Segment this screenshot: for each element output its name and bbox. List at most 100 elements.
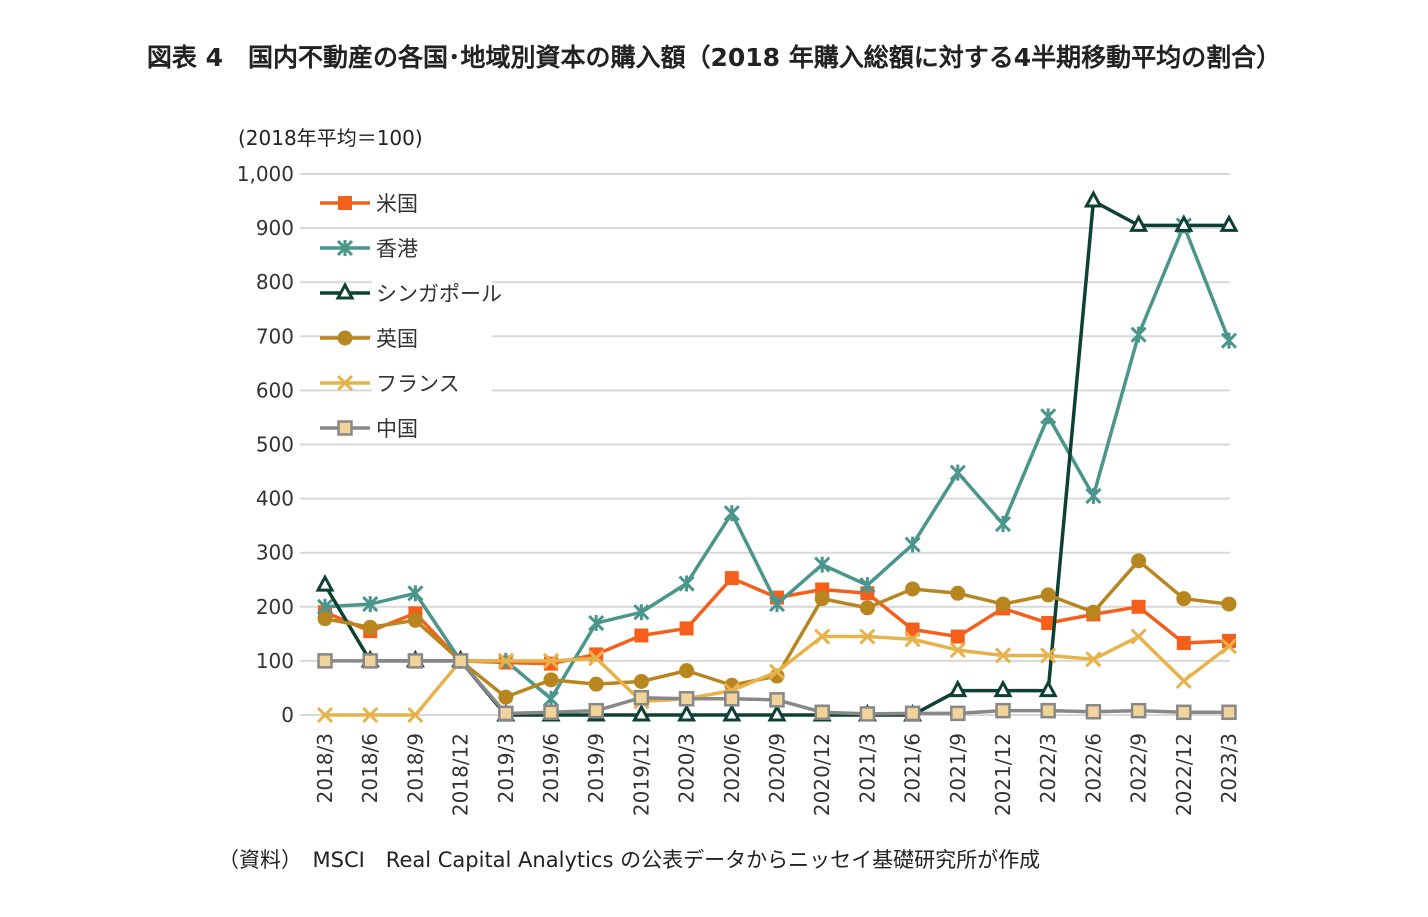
data-point [1038, 679, 1058, 698]
data-point [994, 647, 1012, 664]
legend-label: 中国 [376, 417, 418, 441]
data-point [336, 374, 354, 392]
data-point [1175, 672, 1192, 689]
data-point [949, 464, 966, 481]
data-point [1219, 214, 1239, 232]
data-point [337, 420, 353, 436]
data-point [633, 689, 650, 706]
y-tick-label: 600 [256, 378, 294, 402]
legend-item: 米国 [320, 189, 492, 217]
source-note: （資料） MSCI Real Capital Analytics の公表データか… [218, 848, 1041, 872]
x-tick-label: 2020/9 [765, 733, 789, 803]
data-point [950, 705, 966, 722]
x-tick-label: 2018/3 [313, 733, 337, 803]
data-point [498, 705, 514, 722]
data-point [1220, 638, 1238, 655]
data-point [497, 652, 514, 669]
data-point [814, 591, 830, 607]
y-tick-label: 900 [256, 216, 294, 240]
x-tick-label: 2019/3 [494, 733, 518, 803]
y-tick-label: 200 [256, 595, 294, 619]
data-point [995, 702, 1011, 719]
data-point [814, 704, 830, 721]
series-line [323, 199, 1229, 717]
data-point [338, 196, 352, 210]
data-point [859, 577, 876, 594]
data-point [677, 703, 697, 722]
data-point [859, 628, 876, 645]
data-point [315, 573, 335, 592]
data-point [362, 706, 379, 724]
x-tick-label: 2019/9 [584, 733, 608, 803]
data-point [1131, 553, 1147, 569]
data-point [1129, 214, 1149, 232]
data-point [994, 515, 1012, 533]
series-3 [317, 553, 1237, 705]
data-point [722, 703, 742, 722]
x-tick-label: 2022/3 [1036, 733, 1060, 803]
x-tick-label: 2020/6 [720, 733, 744, 803]
data-point [948, 679, 968, 698]
x-tick-label: 2019/6 [539, 733, 563, 803]
data-point [1083, 189, 1103, 208]
data-point [317, 611, 333, 627]
data-point [336, 239, 354, 257]
data-point [993, 679, 1013, 698]
data-point [337, 330, 353, 346]
data-point [1176, 591, 1192, 607]
data-point [1176, 636, 1191, 651]
y-tick-label: 700 [256, 324, 294, 348]
data-point [362, 596, 379, 613]
legend-label: フランス [376, 372, 460, 396]
data-point [1220, 332, 1238, 349]
series-2 [315, 189, 1239, 722]
data-point [724, 691, 740, 707]
x-tick-label: 2018/9 [403, 733, 427, 803]
data-point [678, 691, 695, 707]
data-point [904, 705, 921, 722]
x-tick-label: 2023/3 [1217, 733, 1241, 803]
legend-item: フランス [320, 369, 492, 397]
y-axis-unit-label: (2018年平均＝100) [238, 126, 423, 150]
data-point [1130, 628, 1147, 645]
legend-label: 英国 [376, 327, 418, 351]
data-point [723, 505, 740, 522]
data-point [588, 614, 605, 632]
x-tick-label: 2022/9 [1127, 733, 1151, 803]
x-tick-label: 2018/6 [358, 733, 382, 803]
data-point [588, 676, 604, 692]
data-point [1085, 651, 1102, 668]
data-point [679, 663, 695, 679]
data-point [543, 672, 559, 688]
data-point [1085, 487, 1102, 504]
data-point [588, 702, 604, 719]
legend-label: シンガポール [376, 282, 502, 306]
data-point [633, 673, 649, 689]
data-point [905, 581, 921, 597]
data-point [1040, 587, 1056, 603]
data-point [678, 575, 695, 592]
data-point [995, 596, 1011, 612]
data-point [633, 604, 650, 621]
legend-item: シンガポール [320, 279, 502, 307]
data-point [859, 600, 875, 616]
data-point [949, 642, 966, 659]
data-point [634, 628, 649, 643]
x-tick-label: 2020/3 [675, 733, 699, 803]
data-point [1174, 214, 1194, 232]
data-point [1131, 599, 1146, 614]
chart-title: 図表 4 国内不動産の各国･地域別資本の購入額（2018 年購入総額に対する4半… [146, 43, 1282, 72]
data-point [588, 650, 605, 667]
data-point [814, 628, 831, 645]
data-point [407, 612, 423, 628]
data-point [316, 706, 334, 724]
data-point [904, 536, 921, 553]
data-point [905, 622, 920, 637]
data-point [1085, 604, 1101, 620]
data-point [542, 652, 560, 669]
legend-item: 中国 [320, 414, 492, 442]
y-tick-label: 1,000 [237, 162, 294, 186]
data-point [814, 556, 831, 573]
data-point [1041, 616, 1056, 631]
